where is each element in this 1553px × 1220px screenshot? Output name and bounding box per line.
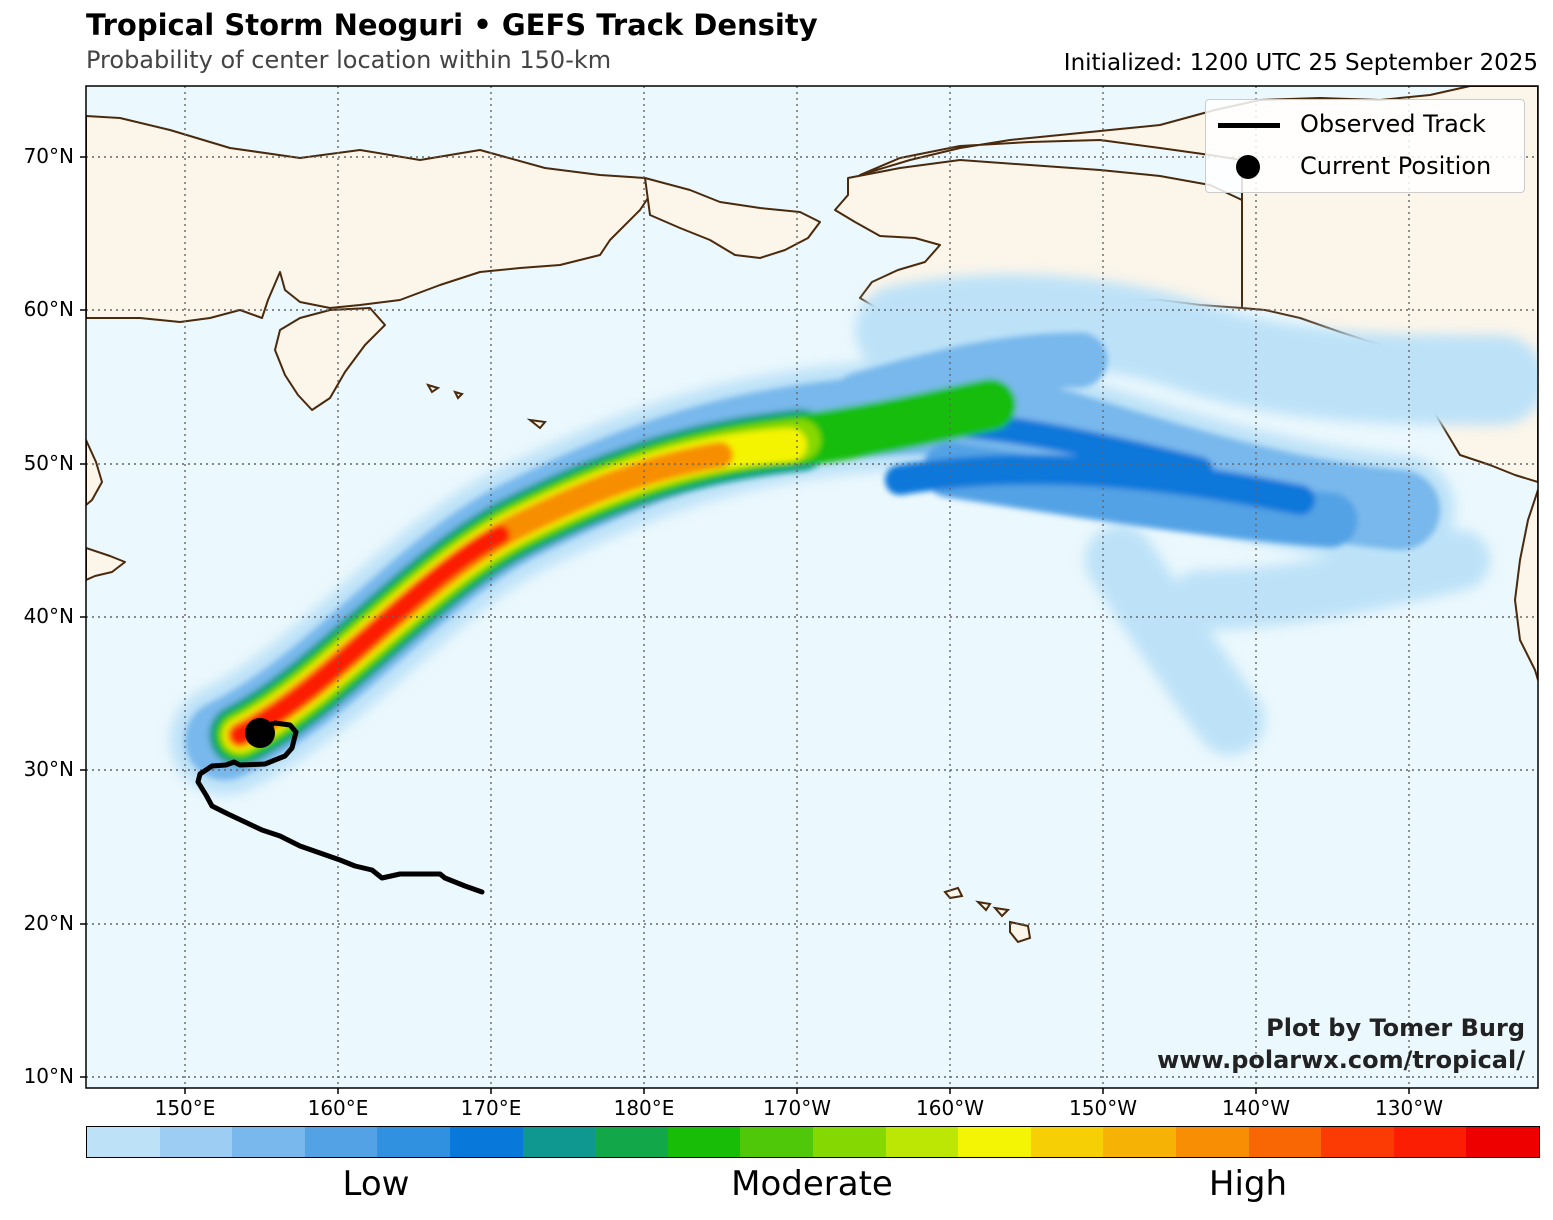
- colorbar-segment-2: [159, 1127, 233, 1157]
- track-line-swatch: [1218, 123, 1280, 128]
- chart-subtitle: Probability of center location within 15…: [86, 46, 612, 74]
- map-legend: Observed Track Current Position: [1205, 99, 1525, 193]
- colorbar-segment-12: [885, 1127, 959, 1157]
- colorbar-segment-11: [812, 1127, 886, 1157]
- initialized-time: Initialized: 1200 UTC 25 September 2025: [1063, 50, 1538, 76]
- legend-label-current-position: Current Position: [1300, 152, 1492, 180]
- observed-track-line: [195, 720, 485, 895]
- colorbar-segment-13: [958, 1127, 1031, 1157]
- colorbar-segment-3: [232, 1127, 305, 1157]
- lon-label-130w: 130°W: [1375, 1096, 1443, 1120]
- lon-label-160e: 160°E: [307, 1096, 369, 1120]
- position-dot-swatch: [1236, 155, 1260, 179]
- lat-label-40n: 40°N: [23, 604, 74, 628]
- lat-label-10n: 10°N: [23, 1064, 74, 1088]
- lon-label-170e: 170°E: [460, 1096, 522, 1120]
- lat-label-50n: 50°N: [23, 451, 74, 475]
- colorbar-segment-1: [87, 1127, 160, 1157]
- hokkaido-land: [86, 547, 126, 581]
- colorbar-segment-19: [1393, 1127, 1467, 1157]
- lon-label-150e: 150°E: [154, 1096, 216, 1120]
- graticule: [86, 86, 1538, 1088]
- credit-author: Plot by Tomer Burg: [1266, 1014, 1525, 1042]
- japan-land: [86, 439, 103, 506]
- lon-label-180e: 180°E: [613, 1096, 675, 1120]
- current-position-marker: [245, 718, 275, 748]
- track-density-map: [80, 85, 1539, 1094]
- colorbar-segment-4: [304, 1127, 378, 1157]
- lon-label-170w: 170°W: [763, 1096, 831, 1120]
- density-swath: [170, 274, 1538, 795]
- colorbar-segment-20: [1466, 1127, 1539, 1157]
- lat-label-20n: 20°N: [23, 911, 74, 935]
- colorbar-label-high: High: [1208, 1164, 1288, 1204]
- colorbar-segment-18: [1321, 1127, 1394, 1157]
- colorbar-label-moderate: Moderate: [731, 1164, 893, 1204]
- colorbar-segment-15: [1103, 1127, 1176, 1157]
- chart-title: Tropical Storm Neoguri • GEFS Track Dens…: [86, 8, 818, 42]
- lat-label-70n: 70°N: [23, 144, 74, 168]
- credit-url: www.polarwx.com/tropical/: [1157, 1046, 1525, 1074]
- lon-label-160w: 160°W: [916, 1096, 984, 1120]
- lat-label-30n: 30°N: [23, 757, 74, 781]
- axis-ticks: [80, 156, 1410, 1094]
- legend-item-current-position: Current Position: [1206, 146, 1524, 186]
- colorbar-segment-16: [1175, 1127, 1249, 1157]
- legend-label-observed-track: Observed Track: [1300, 110, 1486, 138]
- colorbar-segment-6: [449, 1127, 523, 1157]
- colorbar-segment-5: [377, 1127, 450, 1157]
- colorbar-segment-7: [522, 1127, 596, 1157]
- lon-label-140w: 140°W: [1222, 1096, 1290, 1120]
- lat-label-60n: 60°N: [23, 297, 74, 321]
- map-frame: [85, 85, 1539, 1089]
- colorbar-segment-9: [667, 1127, 741, 1157]
- siberia-land: [86, 115, 651, 323]
- colorbar-segment-14: [1030, 1127, 1104, 1157]
- colorbar-segment-17: [1248, 1127, 1322, 1157]
- legend-item-observed-track: Observed Track: [1206, 104, 1524, 144]
- colorbar-label-low: Low: [342, 1164, 410, 1204]
- lon-label-150w: 150°W: [1069, 1096, 1137, 1120]
- probability-colorbar: [86, 1126, 1540, 1158]
- kamchatka-land: [274, 307, 386, 411]
- colorbar-segment-8: [595, 1127, 668, 1157]
- colorbar-segment-10: [740, 1127, 813, 1157]
